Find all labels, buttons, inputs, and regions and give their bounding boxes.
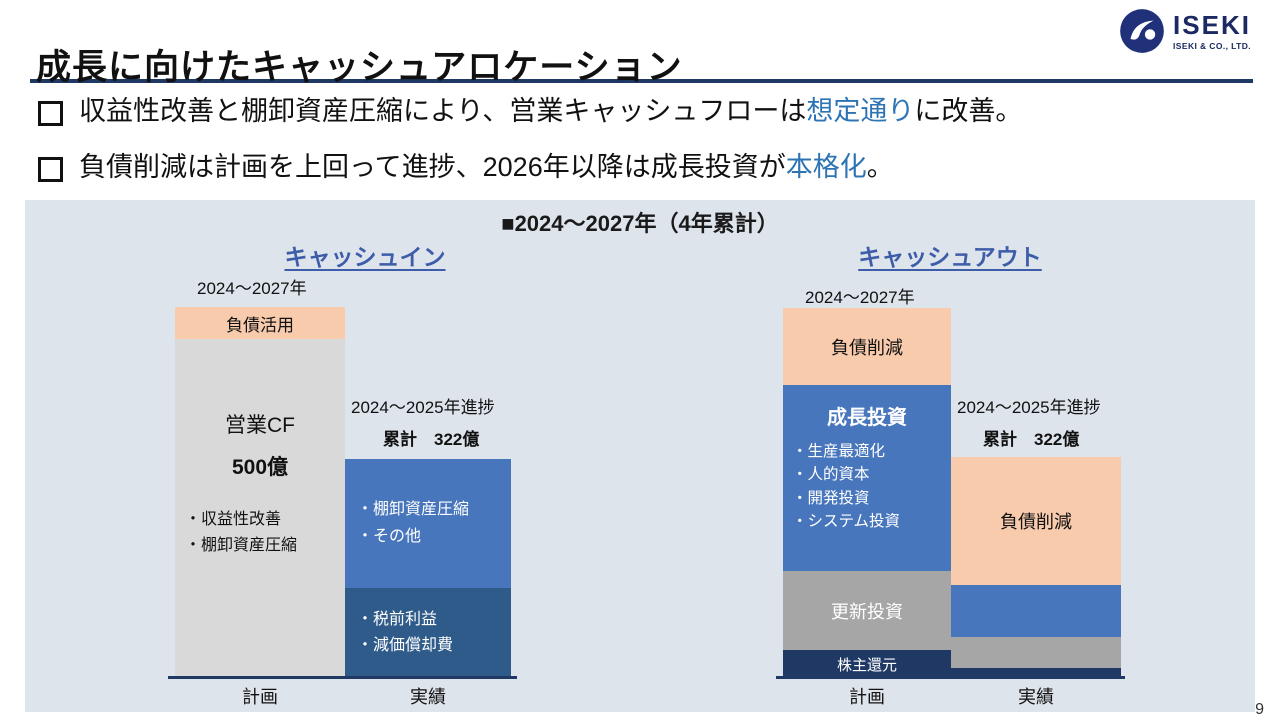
detail-line: ・人的資本: [792, 466, 870, 484]
detail-line: ・生産最適化: [792, 443, 886, 460]
segment-inventory-reduction: ・棚卸資産圧縮 ・その他: [345, 459, 511, 588]
logo-brand-text: ISEKI: [1173, 9, 1251, 40]
growth-investment-label: 成長投資: [827, 407, 907, 429]
segment-label: 更新投資: [831, 601, 903, 622]
segment-debt-reduction-actual: 負債削減: [951, 457, 1121, 585]
segment-label: 負債削減: [1000, 512, 1072, 532]
chart-period-header: ■2024〜2027年（4年累計）: [501, 211, 779, 236]
key-message-1-text: 収益性改善と棚卸資産圧縮により、営業キャッシュフローは想定通りに改善。: [79, 92, 1022, 131]
logo-subtitle-text: ISEKI & CO., LTD.: [1173, 40, 1251, 51]
page-title: 成長に向けたキャッシュアロケーション: [36, 48, 683, 88]
cash-out-axis-line: [776, 676, 1125, 679]
segment-pretax-profit: ・税前利益 ・減価償却費: [345, 588, 511, 678]
segment-shareholder-return-actual: [951, 668, 1121, 678]
message-2-pre: 負債削減は計画を上回って進捗、2026年以降は成長投資が: [79, 152, 786, 182]
slide-header: 成長に向けたキャッシュアロケーション ISEKI ISEKI & CO., LT…: [30, 0, 1253, 87]
cash-in-category-plan: 計画: [242, 687, 278, 707]
detail-line: ・税前利益: [357, 610, 438, 628]
detail-line: ・収益性改善: [185, 511, 282, 528]
segment-details: ・棚卸資産圧縮 ・その他: [345, 497, 469, 550]
square-bullet-icon: [38, 101, 63, 126]
detail-line: ・システム投資: [792, 512, 901, 530]
segment-shareholder-return: 株主還元: [783, 650, 951, 678]
segment-growth-investment-actual: [951, 585, 1121, 637]
segment-renewal-investment-actual: [951, 637, 1121, 668]
detail-line: ・棚卸資産圧縮: [185, 537, 298, 555]
cash-in-progress-total: 累計 322億: [383, 430, 480, 449]
cash-in-category-actual: 実績: [410, 687, 446, 707]
cash-in-plan-bar: 負債活用 営業CF 500億 ・収益性改善 ・棚卸資産圧縮: [175, 307, 345, 678]
cash-out-progress-total: 累計 322億: [983, 430, 1080, 449]
message-1-pre: 収益性改善と棚卸資産圧縮により、営業キャッシュフローは: [79, 96, 807, 126]
operating-cf-details: ・収益性改善 ・棚卸資産圧縮: [175, 507, 297, 560]
detail-line: ・棚卸資産圧縮: [357, 501, 470, 519]
page-number: 9: [1255, 701, 1264, 718]
segment-debt-utilization: 負債活用: [175, 307, 345, 339]
segment-debt-reduction: 負債削減: [783, 308, 951, 385]
key-message-2-text: 負債削減は計画を上回って進捗、2026年以降は成長投資が本格化。: [79, 148, 894, 187]
cash-out-plan-bar: 負債削減 成長投資 ・生産最適化 ・人的資本 ・開発投資 ・システム投資 更新投…: [783, 308, 951, 678]
detail-line: ・その他: [357, 527, 422, 545]
cash-in-progress-caption: 2024〜2025年進捗: [351, 398, 495, 417]
logo-text: ISEKI ISEKI & CO., LTD.: [1173, 12, 1251, 51]
key-message-1: 収益性改善と棚卸資産圧縮により、営業キャッシュフローは想定通りに改善。: [38, 92, 1022, 131]
segment-details: ・税前利益 ・減価償却費: [345, 607, 453, 660]
segment-renewal-investment: 更新投資: [783, 571, 951, 650]
segment-label: 株主還元: [836, 656, 897, 674]
detail-line: ・開発投資: [792, 489, 870, 507]
message-2-highlight: 本格化: [785, 152, 867, 182]
detail-line: ・減価償却費: [357, 637, 454, 654]
operating-cf-value: 500億: [231, 456, 289, 479]
cash-in-axis-line: [168, 676, 517, 679]
cash-out-heading: キャッシュアウト: [858, 244, 1042, 270]
key-message-2: 負債削減は計画を上回って進捗、2026年以降は成長投資が本格化。: [38, 148, 894, 187]
cash-out-plan-caption: 2024〜2027年: [805, 288, 915, 307]
iseki-logo: ISEKI ISEKI & CO., LTD.: [1119, 8, 1251, 54]
cash-in-actual-bar: ・棚卸資産圧縮 ・その他 ・税前利益 ・減価償却費: [345, 459, 511, 678]
operating-cf-label: 営業CF: [225, 414, 295, 437]
cash-in-plan-caption: 2024〜2027年: [197, 279, 307, 298]
cash-in-heading: キャッシュイン: [284, 244, 446, 270]
cash-out-progress-caption: 2024〜2025年進捗: [957, 398, 1101, 417]
segment-label: 負債活用: [226, 315, 294, 335]
square-bullet-icon: [38, 157, 63, 182]
message-1-highlight: 想定通り: [806, 96, 915, 126]
segment-growth-investment: 成長投資 ・生産最適化 ・人的資本 ・開発投資 ・システム投資: [783, 385, 951, 571]
segment-label: 負債削減: [831, 337, 903, 358]
message-1-post: に改善。: [914, 96, 1023, 126]
growth-investment-details: ・生産最適化 ・人的資本 ・開発投資 ・システム投資: [783, 440, 900, 533]
cash-out-category-actual: 実績: [1018, 687, 1054, 707]
cash-out-category-plan: 計画: [849, 687, 885, 707]
message-2-post: 。: [866, 152, 894, 182]
segment-operating-cf: 営業CF 500億 ・収益性改善 ・棚卸資産圧縮: [175, 339, 345, 678]
iseki-logo-icon: [1120, 9, 1164, 53]
cash-out-actual-bar: 負債削減: [951, 457, 1121, 678]
